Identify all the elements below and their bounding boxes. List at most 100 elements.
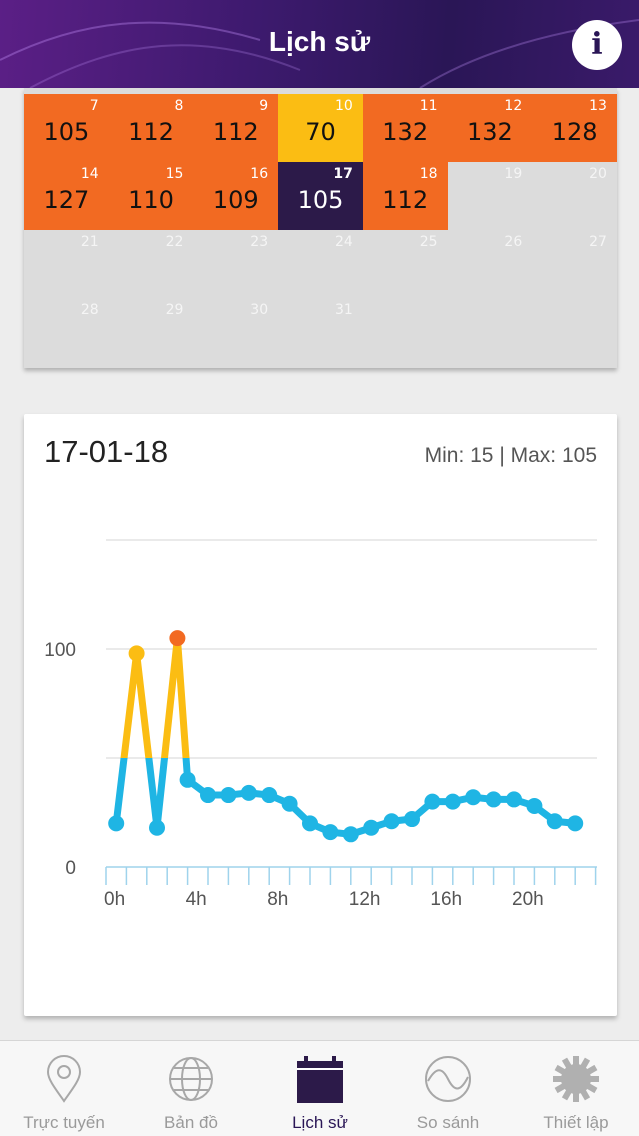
calendar-day-number: 17 (333, 166, 353, 182)
calendar-day-cell[interactable]: 18 112 (362, 162, 448, 230)
calendar-day-cell[interactable]: 27 (532, 230, 617, 298)
data-point (424, 793, 441, 810)
tab-thiet-lap[interactable]: Thiết lập (516, 1041, 636, 1136)
calendar-day-value: 110 (128, 186, 174, 214)
calendar-day-cell[interactable]: 23 (193, 230, 278, 298)
calendar-day-cell[interactable]: 30 (193, 298, 278, 366)
data-point (302, 815, 318, 832)
series-line-high (120, 634, 190, 758)
data-point (261, 787, 278, 804)
calendar-day-cell[interactable]: 11 132 (362, 94, 448, 162)
calendar-day-number: 23 (250, 234, 269, 250)
data-point (465, 789, 482, 806)
x-tick-label: 12h (349, 889, 381, 910)
calendar-day-number: 24 (335, 234, 353, 250)
data-point (363, 819, 380, 836)
calendar-day-cell[interactable]: 21 (24, 230, 109, 298)
calendar-day-value: 105 (297, 186, 344, 214)
calendar-day-number: 7 (89, 98, 99, 114)
calendar-day-cell[interactable]: 28 (24, 298, 109, 366)
calendar-day-number: 29 (165, 302, 184, 318)
tab-so-sanh[interactable]: So sánh (388, 1041, 508, 1136)
calendar-day-value: 132 (382, 118, 429, 146)
calendar-day-cell[interactable]: 20 (532, 162, 617, 230)
calendar-day-cell[interactable]: 22 (109, 230, 194, 298)
calendar-day-number: 22 (165, 234, 184, 250)
calendar-day-cell[interactable]: 9 112 (193, 94, 279, 162)
page-title: Lịch sử (268, 26, 371, 57)
calendar-day-number: 10 (335, 98, 353, 114)
data-point (108, 815, 125, 832)
map-pin-icon (46, 1055, 82, 1103)
data-point (149, 819, 165, 836)
chart-min-max: Min: 15 | Max: 105 (424, 444, 597, 467)
gear-icon (553, 1056, 599, 1102)
x-tick-label: 0h (104, 889, 125, 910)
x-tick-label: 20h (512, 889, 544, 910)
calendar-day-cell[interactable]: 7 105 (24, 94, 109, 162)
bottom-tab-bar: Trực tuyến Bản đồ Lịch sử So sánh (0, 1040, 639, 1136)
data-point (169, 630, 186, 647)
calendar-day-value: 112 (382, 186, 429, 214)
calendar-icon (297, 1056, 343, 1103)
data-point (240, 784, 257, 801)
calendar-day-cell[interactable]: 16 109 (193, 162, 279, 230)
calendar-day-number: 14 (80, 166, 99, 182)
calendar-day-cell[interactable]: 14 127 (24, 162, 109, 230)
calendar-day-number: 25 (419, 234, 438, 250)
calendar-day-cell[interactable]: 24 (278, 230, 363, 298)
calendar-day-cell[interactable]: 29 (109, 298, 194, 366)
chart-date: 17-01-18 (44, 434, 169, 469)
calendar-day-number: 11 (419, 98, 438, 114)
calendar-day-value: 109 (212, 186, 259, 214)
tab-ban-do[interactable]: Bản đồ (131, 1041, 251, 1136)
calendar-day-number: 28 (80, 302, 99, 318)
data-point (485, 791, 502, 808)
calendar-day-value: 128 (551, 118, 598, 146)
globe-icon (169, 1057, 213, 1101)
data-point (342, 826, 359, 843)
tab-label: Trực tuyến (23, 1113, 105, 1132)
calendar-day-cell[interactable]: 12 132 (447, 94, 533, 162)
calendar-day-value: 112 (212, 118, 259, 146)
calendar-day-number: 20 (589, 166, 607, 182)
tab-label: Thiết lập (543, 1113, 609, 1132)
calendar-day-number: 16 (250, 166, 269, 182)
data-point (383, 813, 400, 830)
calendar-day-cell[interactable]: 19 (448, 162, 533, 230)
data-point (128, 645, 145, 662)
calendar-day-number: 19 (504, 166, 523, 182)
data-point (179, 771, 196, 788)
tab-label: So sánh (416, 1113, 480, 1132)
calendar-day-number: 26 (504, 234, 523, 250)
calendar-day-number: 21 (80, 234, 99, 250)
calendar-day-cell[interactable]: 8 112 (108, 94, 194, 162)
calendar-day-cell[interactable]: 31 (278, 298, 363, 366)
x-tick-label: 16h (430, 889, 462, 910)
data-point (546, 813, 563, 830)
data-point (200, 787, 216, 804)
calendar-day-value: 105 (43, 118, 90, 146)
tab-truc-tuyen[interactable]: Trực tuyến (4, 1041, 124, 1136)
info-button[interactable]: i (572, 20, 622, 70)
data-point (281, 795, 298, 812)
calendar-day-cell[interactable]: 17 105 (278, 162, 363, 230)
calendar-day-number: 15 (165, 166, 184, 182)
calendar-day-number: 9 (259, 98, 269, 114)
data-point (567, 815, 584, 832)
tab-lich-su[interactable]: Lịch sử (260, 1041, 380, 1136)
data-point (444, 793, 461, 810)
data-point (322, 824, 339, 841)
calendar-day-cell[interactable]: 13 128 (532, 94, 617, 162)
calendar-day-number: 12 (504, 98, 523, 114)
calendar-day-cell[interactable]: 26 (448, 230, 533, 298)
calendar-day-cell[interactable]: 10 70 (278, 94, 363, 162)
calendar-day-cell[interactable]: 15 110 (108, 162, 194, 230)
line-chart: 100 0 0h 4h 8h 12h 16h 20h (44, 539, 597, 910)
calendar-day-value: 127 (43, 186, 90, 214)
x-tick-label: 4h (186, 889, 207, 910)
calendar-day-number: 30 (250, 302, 269, 318)
app-header: Lịch sử i (0, 0, 639, 88)
data-point (220, 787, 237, 804)
calendar-day-cell[interactable]: 25 (363, 230, 448, 298)
